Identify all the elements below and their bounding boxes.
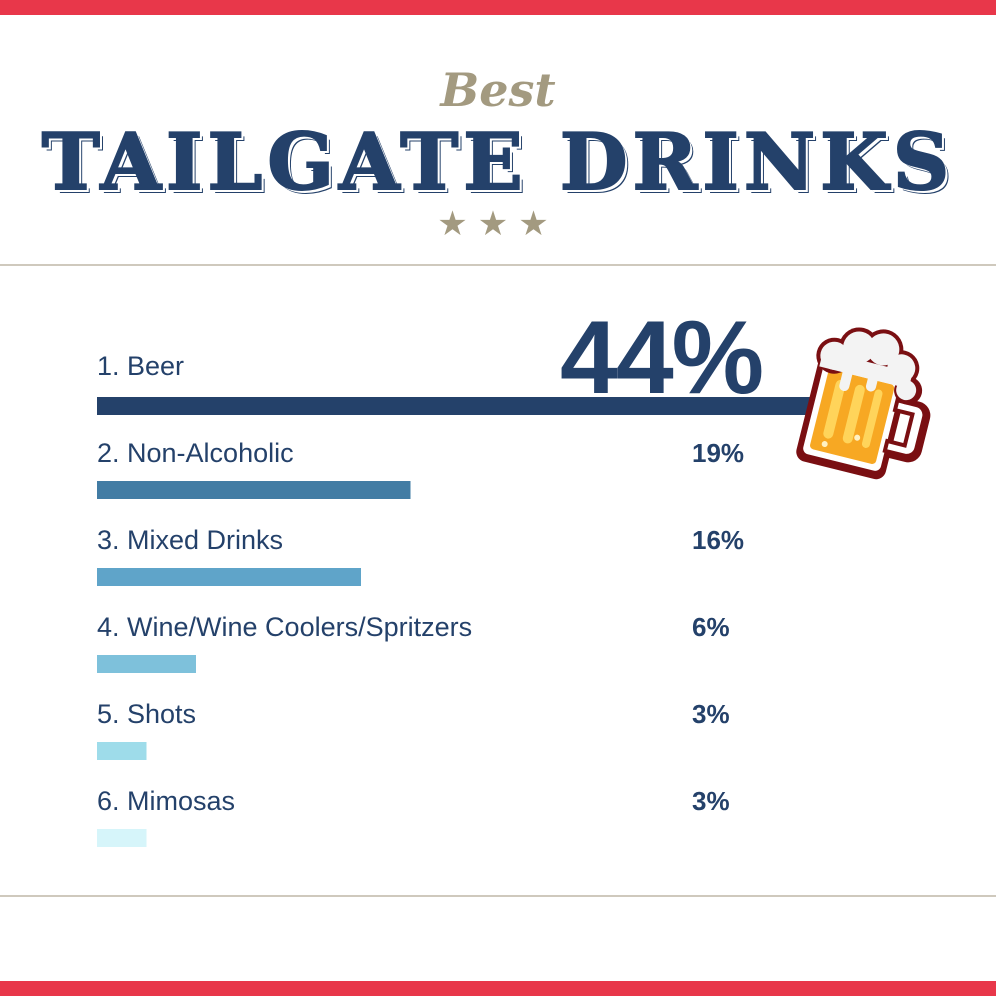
bottom-accent-bar bbox=[0, 981, 996, 996]
category-label: 2. Non-Alcoholic bbox=[97, 438, 294, 468]
value-label: 16% bbox=[692, 525, 744, 555]
bar bbox=[97, 742, 147, 760]
bar-chart: 1. Beer 44% 2. Non-Alcoholic 19% 3. Mixed Dr… bbox=[97, 300, 817, 847]
stars-decoration: ★★★ bbox=[437, 204, 559, 244]
value-label: 3% bbox=[692, 786, 730, 816]
beer-mug-icon bbox=[796, 327, 931, 480]
bar bbox=[97, 397, 817, 415]
category-label: 6. Mimosas bbox=[97, 786, 235, 816]
top-accent-bar bbox=[0, 0, 996, 15]
bar bbox=[97, 568, 361, 586]
value-label: 19% bbox=[692, 438, 744, 468]
divider-top bbox=[0, 264, 996, 266]
bar bbox=[97, 829, 147, 847]
category-label: 4. Wine/Wine Coolers/Spritzers bbox=[97, 612, 472, 642]
chart-subtitle: Best bbox=[440, 63, 556, 117]
bar bbox=[97, 655, 196, 673]
bar bbox=[97, 481, 411, 499]
chart-title: TAILGATE DRINKS bbox=[41, 117, 955, 209]
divider-bottom bbox=[0, 895, 996, 897]
value-label: 3% bbox=[692, 699, 730, 729]
category-label: 3. Mixed Drinks bbox=[97, 525, 283, 555]
category-label: 1. Beer bbox=[97, 351, 184, 381]
value-label: 6% bbox=[692, 612, 730, 642]
value-label: 44% bbox=[560, 300, 762, 416]
category-label: 5. Shots bbox=[97, 699, 196, 729]
